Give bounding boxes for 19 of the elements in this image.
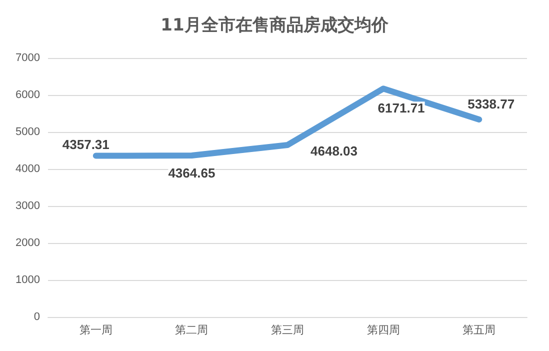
- x-tick-label: 第三周: [271, 324, 304, 336]
- y-tick-label: 4000: [16, 163, 40, 175]
- y-tick-label: 1000: [16, 274, 40, 286]
- data-label: 4364.65: [168, 166, 216, 181]
- x-tick-label: 第五周: [462, 324, 496, 336]
- x-tick-label: 第四周: [366, 324, 400, 336]
- x-tick-label: 第二周: [175, 324, 208, 336]
- y-tick-label: 0: [34, 311, 40, 323]
- data-label: 4357.31: [62, 136, 110, 152]
- chart-title: 11月全市在售商品房成交均价: [160, 16, 390, 36]
- data-label: 4648.03: [310, 144, 358, 159]
- y-tick-label: 7000: [16, 52, 40, 64]
- y-tick-label: 3000: [16, 200, 40, 212]
- data-label: 5338.77: [468, 96, 515, 112]
- y-tick-label: 5000: [16, 126, 40, 138]
- y-tick-label: 2000: [16, 237, 40, 249]
- data-label: 6171.71: [378, 100, 425, 116]
- y-tick-label: 6000: [16, 89, 40, 101]
- x-tick-label: 第一周: [79, 324, 112, 336]
